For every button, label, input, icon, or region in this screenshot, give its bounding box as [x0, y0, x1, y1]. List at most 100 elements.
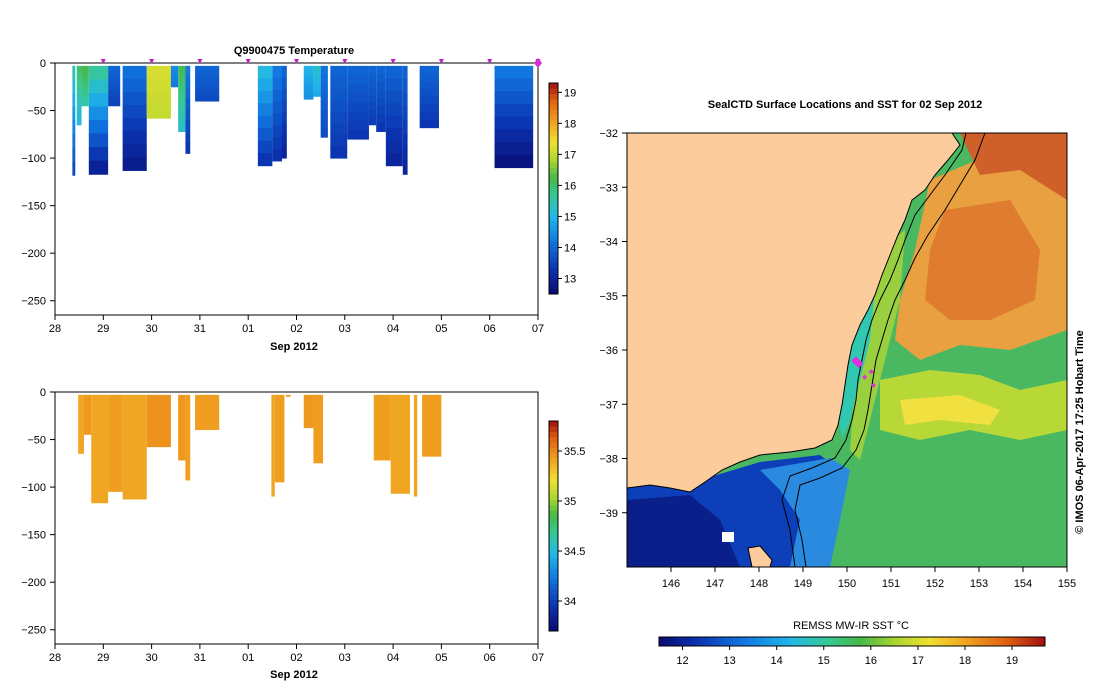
temperature-profile-cell — [320, 101, 328, 111]
colorbar-tick-label: 14 — [564, 242, 576, 254]
colorbar-segment — [549, 183, 558, 189]
temperature-x-axis-label: Sep 2012 — [270, 341, 318, 353]
temperature-profile-cell — [76, 80, 82, 89]
y-tick-label: −50 — [27, 435, 46, 447]
colorbar-segment — [549, 547, 558, 553]
temperature-profile-cell — [257, 78, 273, 92]
y-tick-label: −150 — [21, 530, 46, 542]
colorbar-segment — [549, 625, 558, 632]
temperature-profile-cell — [419, 65, 439, 75]
colorbar-segment — [549, 130, 558, 137]
colorbar-segment — [549, 83, 558, 89]
colorbar-segment — [549, 177, 558, 184]
temperature-profile-cell — [170, 81, 179, 85]
temperature-profile-cell — [185, 131, 191, 143]
colorbar-segment — [549, 436, 558, 443]
x-tick-label: 05 — [435, 323, 447, 335]
x-tick-label: 01 — [242, 323, 254, 335]
temperature-profile-cell — [88, 147, 109, 162]
temperature-profile-cell — [81, 100, 89, 107]
temperature-profile-cell — [170, 73, 179, 77]
colorbar-segment — [549, 515, 558, 522]
colorbar-segment — [549, 442, 558, 448]
temperature-profile-cell — [347, 93, 369, 103]
temperature-profile-cell — [385, 153, 403, 167]
temperature-profile-cell — [330, 65, 348, 78]
temperature-profile-cell — [303, 90, 314, 96]
colorbar-segment — [549, 241, 558, 248]
colorbar-segment — [549, 204, 558, 211]
colorbar-segment — [549, 457, 558, 464]
temperature-profile-cell — [282, 77, 287, 90]
salinity-profile-cell — [195, 394, 220, 431]
temperature-profiles — [72, 65, 534, 176]
colorbar-segment — [549, 272, 558, 279]
temperature-profile-cell — [282, 135, 287, 148]
temperature-profile-cell — [195, 87, 220, 93]
temperature-profile-cell — [385, 78, 403, 92]
temperature-profile-cell — [88, 133, 109, 148]
temperature-profile-cell — [330, 146, 348, 159]
colorbar-segment — [549, 135, 558, 142]
temperature-profile-cell — [313, 69, 321, 74]
temperature-profile-cell — [402, 79, 408, 94]
temperature-profile-cell — [185, 142, 191, 154]
colorbar-segment — [549, 257, 558, 263]
temperature-profile-cell — [303, 70, 314, 75]
temperature-profile-cell — [313, 73, 321, 78]
current-profile-marker — [534, 58, 542, 68]
temperature-profile-cell — [257, 128, 273, 142]
temperature-profile-cell — [81, 70, 89, 77]
temperature-profile-cell — [320, 74, 328, 85]
temperature-profile-cell — [330, 77, 348, 90]
temperature-profile-cell — [347, 129, 369, 140]
temperature-profile-cell — [88, 79, 109, 94]
colorbar-segment — [549, 167, 558, 174]
temperature-profile-cell — [272, 149, 283, 162]
temperature-colorbar: 13 14 15 16 17 18 19 — [548, 82, 576, 295]
temperature-profile-cell — [282, 123, 287, 136]
temperature-profile-cell — [146, 92, 171, 100]
colorbar-segment — [549, 573, 558, 579]
colorbar-frame — [548, 420, 559, 632]
temperature-chart-title: Q9900475 Temperature — [234, 45, 354, 57]
y-tick-label: 0 — [40, 387, 46, 399]
temperature-profile-cell — [272, 89, 283, 103]
sst-colorbar-tick-label: 12 — [676, 655, 688, 667]
salinity-colorbar: 34 34.5 35 35.5 — [548, 420, 585, 632]
seal-location-marker — [868, 369, 874, 375]
colorbar-segment — [549, 230, 558, 237]
seal-location-marker — [870, 382, 876, 388]
temperature-profile-cell — [313, 65, 321, 71]
temperature-profile-cell — [376, 74, 386, 83]
temperature-profile-cell — [170, 76, 179, 80]
temperature-profile-cell — [494, 78, 534, 92]
temperature-profile-cell — [402, 92, 408, 108]
colorbar-segment — [549, 536, 558, 543]
map-y-tick-label: −36 — [599, 345, 618, 357]
temperature-profile-cell — [368, 102, 377, 111]
colorbar-segment — [549, 531, 558, 537]
temperature-profile-cell — [81, 65, 89, 72]
temperature-profile-cell — [313, 88, 321, 93]
temperature-profile-cell — [146, 85, 171, 93]
temperature-profile-cell — [368, 110, 377, 118]
colorbar-segment — [549, 505, 558, 511]
temperature-profile-cell — [88, 120, 109, 135]
temperature-profile-cell — [146, 105, 171, 113]
temperature-profile-cell — [402, 106, 408, 121]
temperature-profile-cell — [419, 119, 439, 129]
temperature-profile-cell — [108, 80, 121, 87]
temperature-profile-cell — [376, 82, 386, 91]
temperature-profile-cell — [195, 92, 220, 98]
colorbar-segment — [549, 209, 558, 216]
temperature-profile-cell — [385, 103, 403, 117]
temperature-profile-cell — [385, 65, 403, 79]
sst-colorbar-tick-label: 18 — [959, 655, 971, 667]
temperature-profile-cell — [303, 94, 314, 100]
colorbar-segment — [549, 251, 558, 258]
salinity-profile-cell — [413, 394, 418, 497]
profile-marker — [149, 59, 155, 64]
temperature-profile-cell — [72, 161, 76, 176]
temperature-profile-cell — [170, 68, 179, 72]
